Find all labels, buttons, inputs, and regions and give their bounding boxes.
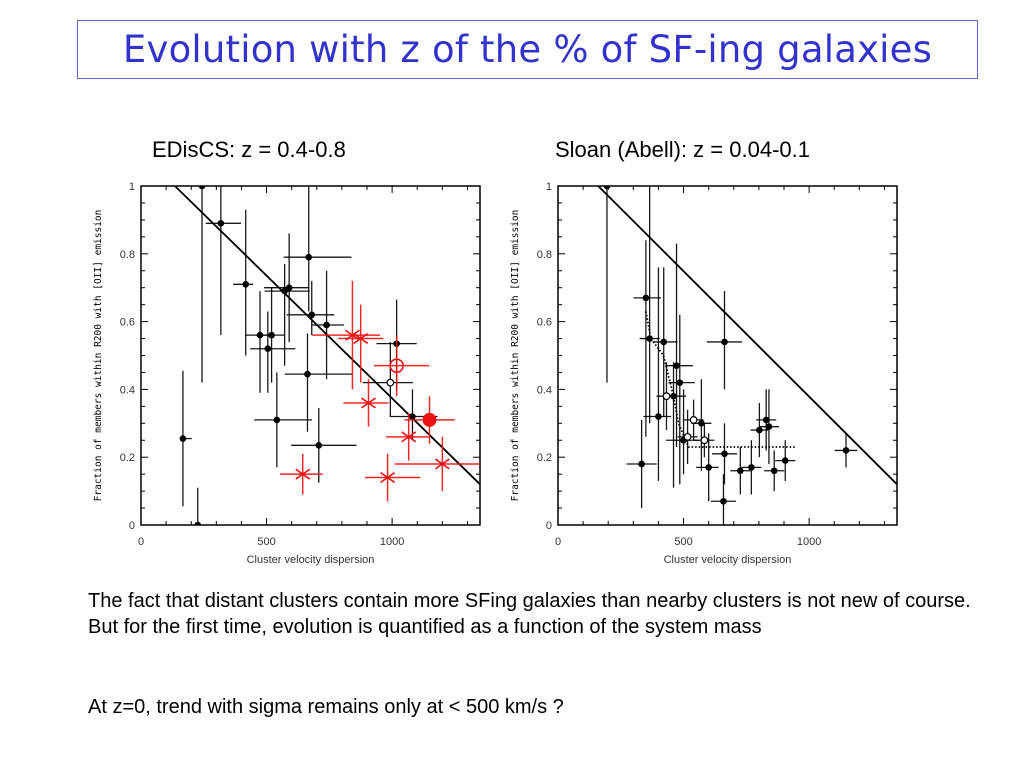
data-point (842, 447, 850, 454)
data-point (273, 416, 281, 424)
data-point (285, 284, 293, 291)
asterisk-stroke (380, 471, 396, 484)
data-point (305, 253, 313, 261)
data-point-open (700, 436, 709, 445)
y-tick-label: 0.6 (120, 317, 135, 329)
data-point (660, 338, 668, 346)
data-point (781, 457, 789, 464)
data-point (748, 464, 755, 471)
sloan-chart: 0 500 1000 0 0.2 0.4 0.6 0.8 1 Cluster velocity d… (510, 181, 898, 566)
data-point (194, 521, 202, 525)
x-tick-label: 1000 (797, 536, 821, 548)
data-point (198, 186, 206, 190)
data-point (705, 464, 712, 471)
data-point (308, 311, 316, 319)
x-tick-label: 500 (257, 536, 275, 548)
y-tick-label: 0 (129, 520, 135, 532)
y-tick-label: 0.8 (120, 249, 135, 261)
data-point-open (683, 432, 692, 441)
explanation-paragraph: The fact that distant clusters contain m… (88, 590, 971, 638)
data-point (673, 362, 680, 369)
asterisk-stroke (353, 332, 369, 345)
data-point (217, 219, 225, 227)
y-tick-label: 0.4 (120, 384, 135, 396)
data-point-open-large (389, 358, 404, 373)
asterisk-stroke (434, 458, 450, 470)
data-point (721, 338, 728, 346)
data-point (304, 370, 311, 378)
data-point (603, 186, 611, 190)
asterisk-stroke (401, 431, 417, 443)
asterisk-stroke (295, 468, 311, 480)
data-point (281, 287, 288, 295)
data-point-open (386, 378, 395, 387)
data-point (646, 335, 653, 342)
y-tick-label: 1 (129, 181, 135, 193)
arrow-right-marker (480, 461, 488, 467)
data-point (638, 460, 645, 468)
chart1-title: EDisCS: z = 0.4-0.8 (152, 137, 346, 162)
y-tick-label: 0.2 (120, 452, 135, 464)
data-point (655, 413, 662, 420)
y-tick-label: 0.2 (537, 452, 552, 464)
data-point (268, 331, 275, 339)
y-tick-label: 0.6 (537, 317, 552, 329)
data-point (756, 426, 763, 434)
slide-title-box: Evolution with z of the % of SF-ing gala… (77, 20, 978, 79)
x-tick-label: 500 (674, 536, 692, 548)
data-point (698, 420, 705, 427)
data-point (721, 450, 728, 458)
data-point (323, 321, 330, 329)
data-point (765, 423, 773, 430)
y-tick-label: 0 (546, 520, 552, 532)
y-tick-label: 0.4 (537, 384, 552, 396)
data-point (737, 467, 744, 475)
median-line (645, 311, 797, 448)
data-point-large (422, 412, 437, 427)
chart2-title: Sloan (Abell): z = 0.04-0.1 (555, 137, 810, 162)
data-point (762, 416, 770, 424)
x-tick-label: 1000 (380, 536, 404, 548)
data-point-open (662, 392, 671, 401)
x-tick-label: 0 (138, 536, 144, 548)
data-point (315, 442, 323, 449)
x-tick-label: 0 (555, 536, 561, 548)
y-axis-label: Fraction of members within R200 with [OI… (510, 210, 521, 502)
y-tick-label: 0.8 (537, 249, 552, 261)
y-tick-label: 1 (546, 181, 552, 193)
asterisk-stroke (361, 397, 376, 409)
data-point (409, 413, 416, 420)
slide-title: Evolution with z of the % of SF-ing gala… (122, 28, 933, 71)
data-point-open (689, 416, 698, 424)
data-point (642, 294, 650, 302)
plot-area (174, 186, 488, 525)
plot-frame (557, 185, 898, 526)
y-axis-label: Fraction of members within R200 with [OI… (93, 210, 104, 502)
data-point (676, 379, 684, 386)
plot-area (597, 186, 897, 525)
ediscs-chart: 0 500 1000 0 0.2 0.4 0.6 0.8 1 Cluster velocity d… (93, 181, 488, 566)
question-paragraph: At z=0, trend with sigma remains only at… (88, 696, 564, 718)
data-point (179, 435, 187, 442)
data-point (242, 281, 250, 288)
x-axis-label: Cluster velocity dispersion (247, 554, 375, 566)
data-point (264, 345, 272, 353)
data-point (720, 497, 727, 505)
data-point (770, 467, 778, 475)
x-axis-label: Cluster velocity dispersion (664, 554, 792, 566)
fit-line (597, 186, 897, 485)
